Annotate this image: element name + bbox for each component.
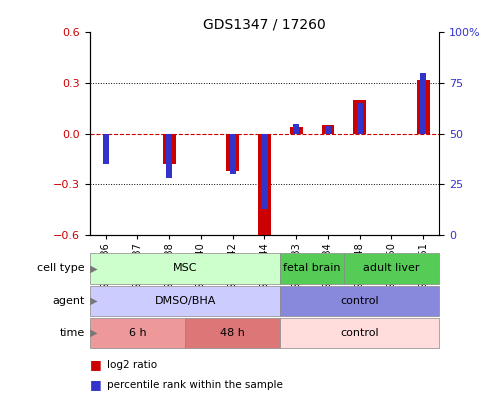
Text: MSC: MSC	[173, 263, 197, 273]
Text: percentile rank within the sample: percentile rank within the sample	[107, 380, 283, 390]
Text: ▶: ▶	[87, 328, 98, 338]
Bar	[230, 134, 236, 174]
Text: ■: ■	[90, 378, 106, 391]
Bar	[102, 134, 109, 164]
Text: fetal brain: fetal brain	[283, 263, 341, 273]
Bar	[293, 124, 299, 134]
Bar	[280, 253, 344, 284]
Text: cell type: cell type	[37, 263, 85, 273]
Text: DMSO/BHA: DMSO/BHA	[154, 296, 216, 306]
Bar	[280, 318, 439, 348]
Text: adult liver: adult liver	[363, 263, 420, 273]
Bar	[420, 73, 427, 134]
Bar	[290, 127, 302, 134]
Bar	[90, 286, 280, 316]
Text: control: control	[340, 296, 379, 306]
Bar	[163, 134, 176, 164]
Bar	[90, 318, 185, 348]
Text: ▶: ▶	[87, 296, 98, 306]
Bar	[90, 253, 280, 284]
Bar	[227, 134, 239, 171]
Bar	[258, 134, 271, 238]
Text: time: time	[59, 328, 85, 338]
Bar	[344, 253, 439, 284]
Text: agent: agent	[52, 296, 85, 306]
Bar	[322, 125, 334, 134]
Bar	[353, 100, 366, 134]
Bar	[280, 286, 439, 316]
Bar	[185, 318, 280, 348]
Text: control: control	[340, 328, 379, 338]
Bar	[417, 80, 430, 134]
Bar	[261, 134, 267, 209]
Text: ▶: ▶	[87, 263, 98, 273]
Text: 6 h: 6 h	[129, 328, 146, 338]
Bar	[166, 134, 172, 178]
Bar	[325, 126, 331, 134]
Text: log2 ratio: log2 ratio	[107, 360, 157, 369]
Title: GDS1347 / 17260: GDS1347 / 17260	[203, 17, 326, 31]
Text: 48 h: 48 h	[220, 328, 245, 338]
Text: ■: ■	[90, 358, 106, 371]
Bar	[357, 103, 363, 134]
